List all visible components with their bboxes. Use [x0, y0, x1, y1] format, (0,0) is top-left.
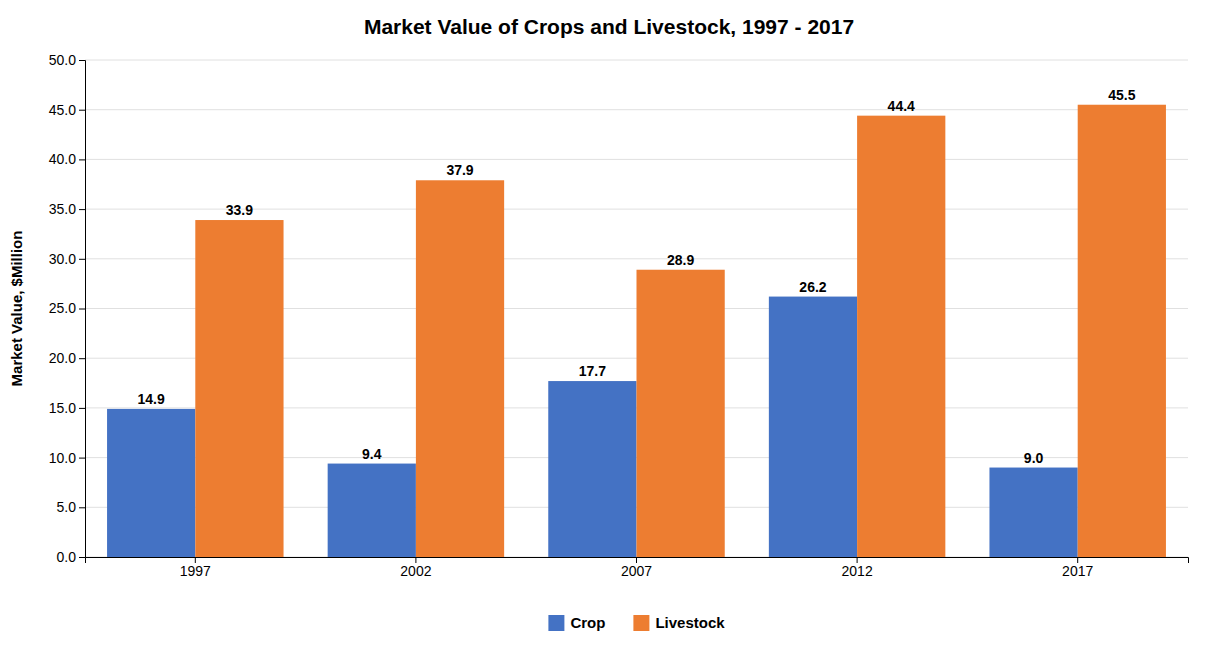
- tick-label: 1997: [180, 563, 211, 579]
- grid-line: [85, 109, 1188, 110]
- tick-mark: [79, 557, 85, 558]
- tick: 2017: [1062, 557, 1093, 579]
- tick: 25.0: [49, 300, 85, 316]
- tick-mark: [79, 358, 85, 359]
- tick-mark: [79, 458, 85, 459]
- title: Market Value of Crops and Livestock, 199…: [364, 15, 854, 38]
- bar: [637, 270, 725, 557]
- legend-label: Livestock: [655, 614, 725, 631]
- bars: [107, 105, 1166, 557]
- data-label: 37.9: [446, 162, 473, 178]
- tick: 40.0: [49, 151, 85, 167]
- tick-label: 10.0: [49, 450, 76, 466]
- bar: [1078, 105, 1166, 557]
- tick-label: 30.0: [49, 251, 76, 267]
- data-label: 45.5: [1108, 87, 1135, 103]
- tick-mark: [79, 309, 85, 310]
- legend-item: Livestock: [633, 614, 725, 631]
- tick: 30.0: [49, 251, 85, 267]
- tick: 45.0: [49, 102, 85, 118]
- tick: 5.0: [57, 499, 85, 515]
- tick-label: 2017: [1062, 563, 1093, 579]
- legend-item: Crop: [548, 614, 605, 631]
- tick-label: 5.0: [57, 499, 77, 515]
- axis-title: Market Value, $Million: [8, 231, 25, 387]
- tick: 2012: [842, 557, 873, 579]
- series: [195, 105, 1166, 557]
- tick-label: 2007: [621, 563, 652, 579]
- tick-label: 35.0: [49, 201, 76, 217]
- tick-mark: [79, 259, 85, 260]
- data-label: 26.2: [799, 279, 826, 295]
- data-label: 9.0: [1024, 450, 1044, 466]
- tick: 15.0: [49, 400, 85, 416]
- grid: [85, 60, 1188, 557]
- tick-mark: [79, 110, 85, 111]
- tick-label: 20.0: [49, 350, 76, 366]
- tick-mark: [79, 408, 85, 409]
- tick: 10.0: [49, 450, 85, 466]
- tick-label: 0.0: [57, 549, 77, 565]
- legend-swatch: [633, 615, 649, 631]
- tick: 35.0: [49, 201, 85, 217]
- tick: 20.0: [49, 350, 85, 366]
- tick: 50.0: [49, 52, 85, 68]
- tick-label: 45.0: [49, 102, 76, 118]
- plot: 14.9 9.4 17.7 26.2 9.0 33.9 37.9 28.9 44.4 45.5 0.…: [49, 52, 1189, 579]
- data-label: 33.9: [226, 202, 253, 218]
- bar: [107, 409, 195, 557]
- bar: [769, 297, 857, 557]
- tick: 2007: [621, 557, 652, 579]
- y-axis: 0.0 5.0 10.0 15.0 20.0 25.0 30.0 35.0 40.0 45.0 50…: [49, 52, 86, 565]
- data-label: 44.4: [888, 98, 915, 114]
- legend-label: Crop: [570, 614, 605, 631]
- bar: [548, 381, 636, 557]
- bar: [857, 116, 945, 557]
- bar: [328, 464, 416, 557]
- axis-line: [79, 61, 86, 558]
- grid-line: [85, 60, 1188, 61]
- legend-swatch: [548, 615, 564, 631]
- data-label: 9.4: [362, 446, 382, 462]
- tick-label: 50.0: [49, 52, 76, 68]
- bar: [989, 468, 1077, 557]
- data-label: 14.9: [138, 391, 165, 407]
- legend: Crop Livestock: [548, 614, 725, 631]
- tick-label: 2012: [842, 563, 873, 579]
- bar: [195, 220, 283, 557]
- tick-label: 40.0: [49, 151, 76, 167]
- chart: 14.9 9.4 17.7 26.2 9.0 33.9 37.9 28.9 44.4 45.5 0.…: [0, 0, 1218, 657]
- tick-mark: [79, 159, 85, 160]
- grid-line: [85, 159, 1188, 160]
- tick-label: 25.0: [49, 300, 76, 316]
- tick-mark: [79, 209, 85, 210]
- tick-label: 15.0: [49, 400, 76, 416]
- bar: [416, 180, 504, 557]
- tick: 2002: [400, 557, 431, 579]
- tick-mark: [79, 507, 85, 508]
- data-labels: 14.9 9.4 17.7 26.2 9.0 33.9 37.9 28.9 44.4 45.5: [138, 87, 1136, 466]
- tick-label: 2002: [400, 563, 431, 579]
- tick: 1997: [180, 557, 211, 579]
- tick-mark: [79, 60, 85, 61]
- tick: 0.0: [57, 549, 85, 565]
- data-label: 17.7: [579, 363, 606, 379]
- x-axis: 1997 2002 2007 2012 2017: [86, 557, 1189, 579]
- data-label: 28.9: [667, 252, 694, 268]
